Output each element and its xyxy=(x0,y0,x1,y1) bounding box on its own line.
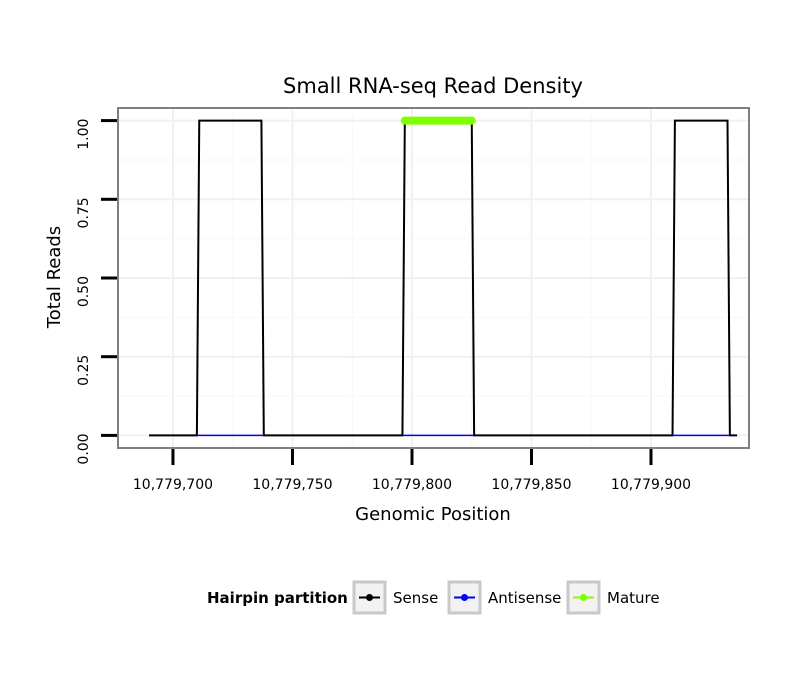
y-tick-label: 0.50 xyxy=(76,276,92,307)
legend-key-point xyxy=(461,594,468,601)
y-axis-label: Total Reads xyxy=(44,226,65,329)
y-tick-label: 0.75 xyxy=(76,197,92,228)
legend-key-point xyxy=(366,594,373,601)
x-tick-label: 10,779,750 xyxy=(252,477,332,493)
y-tick-label: 1.00 xyxy=(76,119,92,150)
y-tick-label: 0.00 xyxy=(76,433,92,464)
legend-label: Sense xyxy=(393,589,438,607)
y-tick-label: 0.25 xyxy=(76,355,92,386)
legend-key-point xyxy=(580,594,587,601)
legend-title: Hairpin partition xyxy=(207,589,348,607)
plot-panel-border xyxy=(117,107,750,449)
legend: Hairpin partition Sense Antisense Mature xyxy=(207,580,660,615)
legend-label: Antisense xyxy=(488,589,561,607)
x-tick-label: 10,779,900 xyxy=(611,477,691,493)
chart-title: Small RNA-seq Read Density xyxy=(283,74,583,98)
x-tick-label: 10,779,700 xyxy=(133,477,213,493)
legend-label: Mature xyxy=(607,589,660,607)
x-tick-label: 10,779,850 xyxy=(491,477,571,493)
x-axis-label: Genomic Position xyxy=(355,504,511,525)
x-tick-label: 10,779,800 xyxy=(372,477,452,493)
